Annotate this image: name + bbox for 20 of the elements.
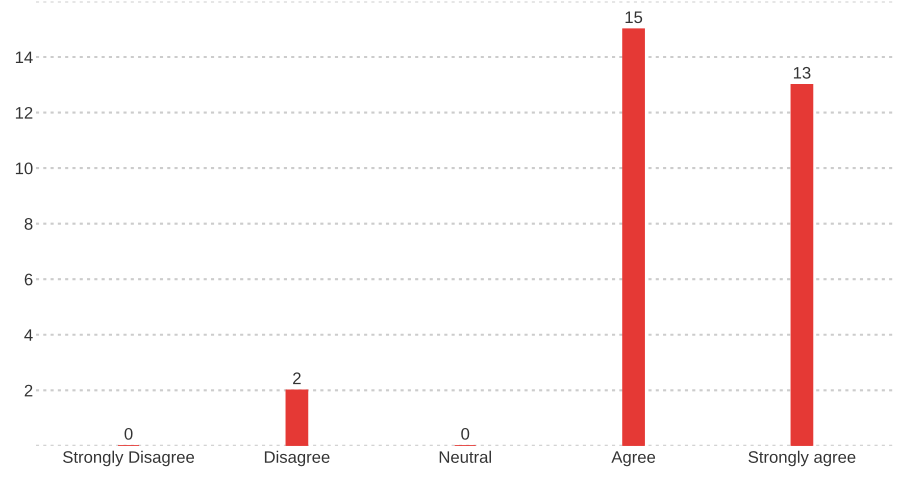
bar <box>286 389 308 446</box>
bar <box>622 28 645 446</box>
y-tick-label: 4 <box>24 329 33 341</box>
y-tick-label: 12 <box>16 106 32 119</box>
x-tick-label: Disagree <box>264 450 330 466</box>
y-tick-label: 6 <box>24 274 32 286</box>
y-tick-label: 8 <box>24 218 32 230</box>
data-label: 0 <box>124 428 133 440</box>
bar <box>790 84 814 446</box>
y-tick-label: 14 <box>16 52 33 64</box>
data-label: 2 <box>293 372 301 384</box>
y-tick-label: 10 <box>16 162 33 174</box>
data-label: 13 <box>794 66 810 79</box>
x-tick-label: Strongly agree <box>748 450 856 466</box>
data-label: 15 <box>626 12 642 24</box>
x-tick-label: Agree <box>611 451 656 466</box>
data-label: 0 <box>461 428 470 440</box>
y-tick-label: 2 <box>24 384 32 396</box>
x-tick-label: Neutral <box>440 450 491 463</box>
x-tick-label: Strongly Disagree <box>63 450 194 466</box>
